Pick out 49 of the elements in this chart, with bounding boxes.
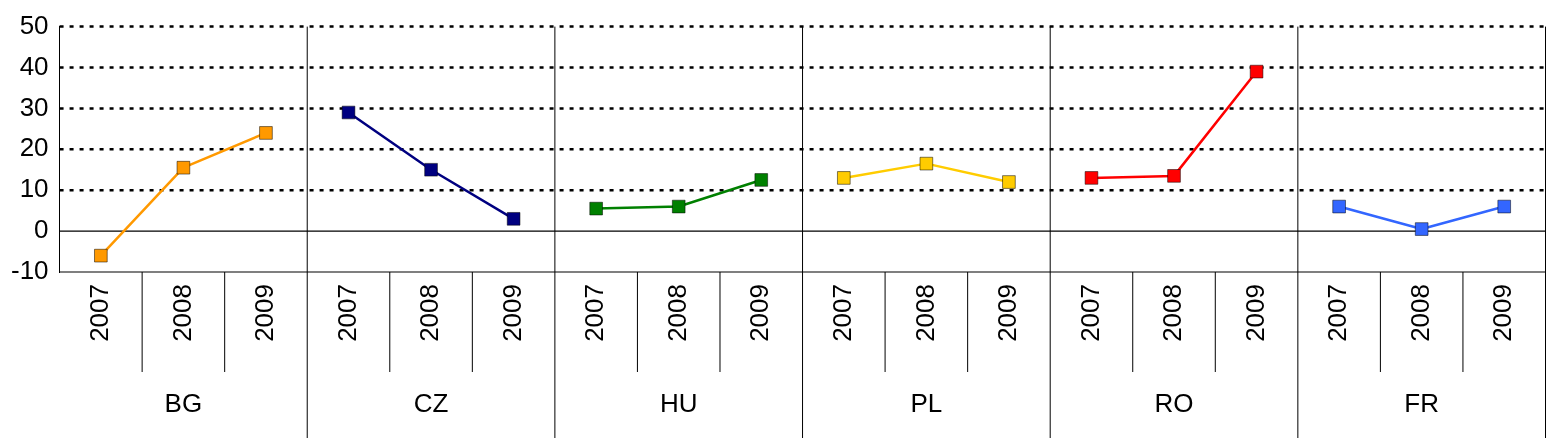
x-tick-label: 2007 (331, 284, 362, 342)
point (754, 173, 768, 187)
point (341, 105, 356, 120)
x-tick-label: 2009 (249, 284, 280, 342)
text: FR (1404, 388, 1440, 419)
x-tick-label: 2008 (414, 284, 445, 342)
point (837, 171, 851, 185)
y-tick-label: 40 (19, 50, 49, 81)
x-tick-label: 2009 (1239, 284, 1270, 342)
point (259, 126, 273, 140)
point (424, 163, 438, 177)
point (1415, 222, 1429, 236)
y-tick-label: 20 (19, 132, 49, 163)
x-tick-label: 2007 (84, 284, 115, 342)
x-tick-label: 2008 (909, 284, 940, 342)
x-tick-label: 2009 (496, 284, 527, 342)
point (672, 199, 686, 214)
point (1167, 169, 1181, 183)
text: CZ (413, 388, 449, 419)
x-tick-label: 2009 (1487, 284, 1518, 342)
y-tick-label: 50 (19, 9, 49, 40)
x-tick-label: 2009 (744, 284, 775, 342)
point (507, 212, 521, 226)
x-tick-label: 2007 (826, 284, 857, 342)
text: PL (910, 388, 943, 419)
point (176, 161, 191, 175)
point (1249, 64, 1264, 79)
x-tick-label: 2008 (166, 284, 197, 342)
x-tick-label: 2008 (1157, 284, 1188, 342)
y-tick-label: 30 (19, 91, 49, 122)
point (94, 249, 108, 263)
point (1332, 199, 1346, 214)
x-tick-label: 2008 (661, 284, 692, 342)
text: RO (1154, 388, 1194, 419)
y-tick-label: 10 (19, 173, 49, 204)
y-tick-label: -10 (11, 255, 49, 286)
text: BG (164, 388, 203, 419)
x-tick-label: 2007 (1074, 284, 1105, 342)
x-tick-label: 2007 (1322, 284, 1353, 342)
point (1084, 171, 1099, 185)
point (1002, 175, 1016, 189)
x-tick-label: 2008 (1404, 284, 1435, 342)
point (919, 157, 933, 171)
x-tick-label: 2009 (992, 284, 1023, 342)
text: HU (659, 388, 698, 419)
point (589, 201, 603, 216)
x-tick-label: 2007 (579, 284, 610, 342)
y-tick-label: 0 (34, 214, 49, 245)
point (1497, 199, 1511, 214)
